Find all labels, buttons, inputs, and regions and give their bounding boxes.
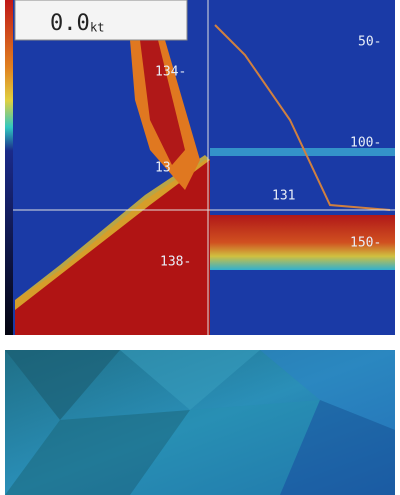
bottom-edge <box>15 155 210 310</box>
speed-value: 0.0 <box>50 11 90 36</box>
depth-label: 134- <box>155 65 186 80</box>
depth-label: 138- <box>160 255 191 270</box>
depth-label: 150- <box>350 236 381 251</box>
sonar-display: 0.0 kt 134- 13 138- 50- 100- 150- 131 <box>5 0 395 335</box>
speed-box <box>14 0 188 41</box>
cursor-depth: 131 <box>272 189 295 204</box>
bottom-echo <box>15 160 210 335</box>
thermocline <box>210 148 395 156</box>
facet <box>5 410 190 495</box>
facet <box>120 350 260 410</box>
color-scale <box>5 0 13 335</box>
facet <box>260 350 395 430</box>
depth-label: 13 <box>155 161 171 176</box>
depth-trace <box>214 24 391 211</box>
facet <box>280 400 395 495</box>
facet <box>5 350 120 420</box>
speed-unit: kt <box>90 21 104 35</box>
background-panel <box>5 350 395 495</box>
facet <box>130 400 320 495</box>
depth-label: 50- <box>358 35 381 50</box>
right-echo <box>210 215 395 270</box>
echo-core <box>140 40 185 165</box>
depth-label: 100- <box>350 136 381 151</box>
